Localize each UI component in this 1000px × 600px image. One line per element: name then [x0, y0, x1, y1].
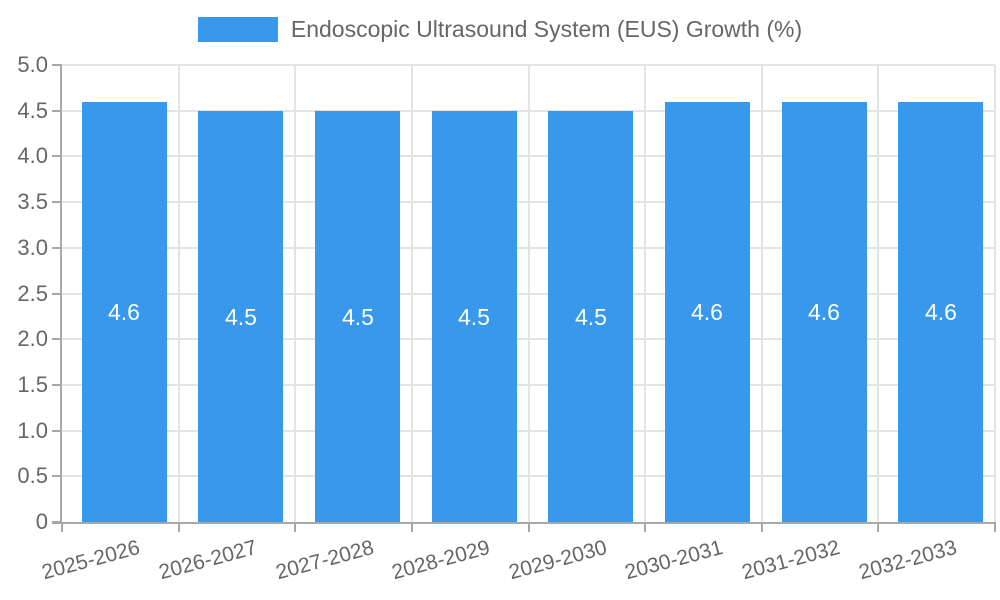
x-tick-label: 2032-2033	[855, 536, 959, 585]
bar-value-label: 4.6	[108, 299, 140, 325]
x-tick-label: 2031-2032	[738, 536, 842, 585]
x-tick-mark	[61, 522, 63, 532]
bar-value-label: 4.5	[342, 304, 374, 330]
bar[interactable]	[82, 102, 167, 522]
bar[interactable]	[198, 111, 283, 522]
bar[interactable]	[315, 111, 400, 522]
bar[interactable]	[432, 111, 517, 522]
x-tick-mark	[411, 522, 413, 532]
x-tick-mark	[178, 522, 180, 532]
y-tick-mark	[52, 430, 62, 432]
bar[interactable]	[782, 102, 867, 522]
y-tick-mark	[52, 384, 62, 386]
y-tick-label: 1.5	[17, 372, 48, 397]
bar-value-label: 4.5	[575, 304, 607, 330]
x-tick-label: 2025-2026	[38, 536, 142, 585]
x-gridline	[528, 65, 530, 522]
y-tick-mark	[52, 201, 62, 203]
y-tick-label: 4.0	[17, 143, 48, 168]
bar-value-label: 4.5	[225, 304, 257, 330]
bar-value-label: 4.5	[458, 304, 490, 330]
x-tick-mark	[877, 522, 879, 532]
bar[interactable]	[665, 102, 750, 522]
y-tick-mark	[52, 475, 62, 477]
bar-value-label: 4.6	[691, 299, 723, 325]
y-tick-label: 0	[35, 509, 48, 534]
y-tick-mark	[52, 110, 62, 112]
x-gridline	[178, 65, 180, 522]
bar-value-label: 4.6	[925, 299, 957, 325]
y-tick-label: 3.5	[17, 189, 48, 214]
y-tick-mark	[52, 155, 62, 157]
bar-value-label: 4.6	[808, 299, 840, 325]
y-tick-mark	[52, 247, 62, 249]
y-tick-label: 3.0	[17, 235, 48, 260]
y-tick-label: 5.0	[17, 52, 48, 77]
y-tick-label: 2.0	[17, 326, 48, 351]
bar[interactable]	[548, 111, 633, 522]
legend-swatch	[197, 17, 278, 42]
x-tick-label: 2030-2031	[621, 536, 725, 585]
x-tick-mark	[294, 522, 296, 532]
x-gridline	[761, 65, 763, 522]
x-tick-mark	[994, 522, 996, 532]
y-axis-line	[60, 65, 62, 524]
y-tick-label: 2.5	[17, 281, 48, 306]
x-tick-label: 2026-2027	[155, 536, 259, 585]
x-gridline	[644, 65, 646, 522]
x-axis-line	[52, 522, 995, 524]
legend-label: Endoscopic Ultrasound System (EUS) Growt…	[290, 16, 803, 42]
y-tick-mark	[52, 338, 62, 340]
x-tick-mark	[644, 522, 646, 532]
y-tick-label: 0.5	[17, 463, 48, 488]
x-gridline	[294, 65, 296, 522]
x-gridline	[411, 65, 413, 522]
x-tick-label: 2029-2030	[505, 536, 609, 585]
y-tick-mark	[52, 293, 62, 295]
x-gridline	[877, 65, 879, 522]
x-tick-mark	[528, 522, 530, 532]
x-tick-label: 2027-2028	[272, 536, 376, 585]
chart-legend[interactable]: Endoscopic Ultrasound System (EUS) Growt…	[0, 16, 1000, 43]
bar[interactable]	[898, 102, 983, 522]
x-tick-mark	[761, 522, 763, 532]
y-tick-label: 4.5	[17, 98, 48, 123]
y-tick-label: 1.0	[17, 418, 48, 443]
y-tick-mark	[52, 64, 62, 66]
x-gridline	[994, 65, 996, 522]
x-tick-label: 2028-2029	[388, 536, 492, 585]
